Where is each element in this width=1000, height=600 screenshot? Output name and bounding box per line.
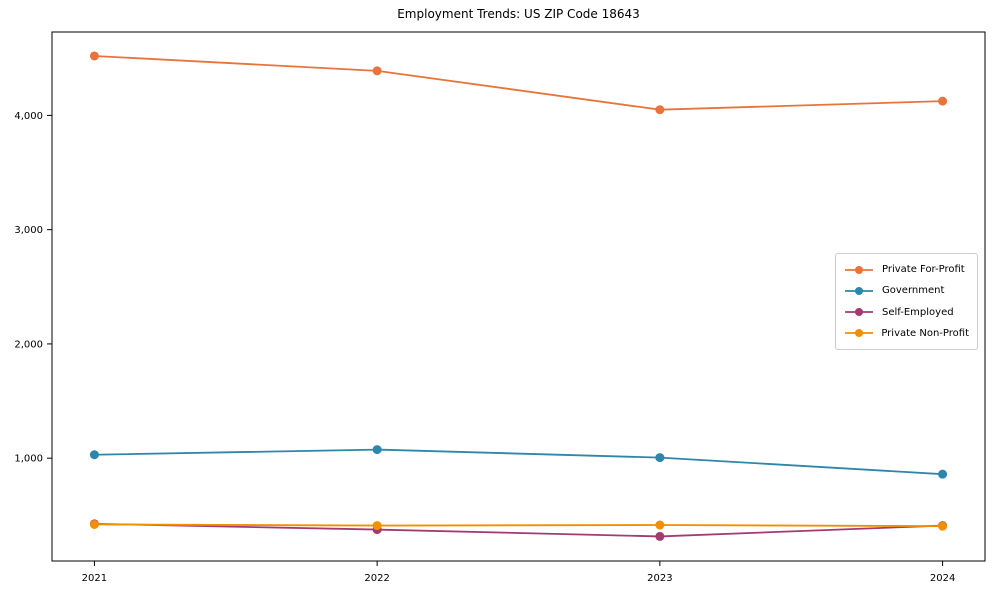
data-point: [938, 96, 948, 106]
y-tick-label: 1,000: [14, 454, 43, 465]
data-point: [655, 105, 665, 115]
legend-item: Self-Employed: [844, 302, 969, 322]
data-point: [372, 66, 382, 76]
legend-swatch-icon: [845, 308, 873, 317]
data-point: [89, 450, 99, 460]
series-line-government: [94, 448, 943, 476]
legend: Private For-Profit Government Self-Employe…: [835, 253, 978, 350]
x-tick-label: 2021: [82, 573, 107, 584]
data-point: [89, 51, 99, 61]
data-point: [938, 469, 948, 479]
x-tick-label: 2022: [364, 573, 389, 584]
y-tick-label: 2,000: [14, 339, 43, 350]
y-tick-label: 4,000: [14, 111, 43, 122]
data-point: [938, 521, 948, 531]
legend-swatch-icon: [845, 265, 873, 274]
legend-label: Private For-Profit: [882, 264, 965, 276]
series-line-self-employed: [94, 522, 943, 538]
legend-label: Self-Employed: [882, 306, 954, 318]
data-point: [372, 521, 382, 531]
legend-item: Government: [844, 281, 969, 301]
x-tick-label: 2023: [647, 573, 672, 584]
data-point: [655, 520, 665, 530]
series-line-private-for-profit: [94, 55, 943, 111]
data-point: [655, 453, 665, 463]
data-point: [655, 531, 665, 541]
x-tick-label: 2024: [930, 573, 955, 584]
data-point: [89, 519, 99, 529]
legend-swatch-icon: [845, 286, 873, 295]
legend-item: Private For-Profit: [844, 260, 969, 280]
legend-label: Private Non-Profit: [881, 327, 969, 339]
legend-label: Government: [882, 285, 945, 297]
legend-item: Private Non-Profit: [844, 323, 969, 343]
legend-swatch-icon: [845, 329, 873, 338]
series-line-private-non-profit: [94, 523, 943, 528]
chart-title: Employment Trends: US ZIP Code 18643: [397, 7, 640, 21]
y-tick-label: 3,000: [14, 225, 43, 236]
data-point: [372, 445, 382, 455]
axes-spines: [51, 31, 986, 562]
